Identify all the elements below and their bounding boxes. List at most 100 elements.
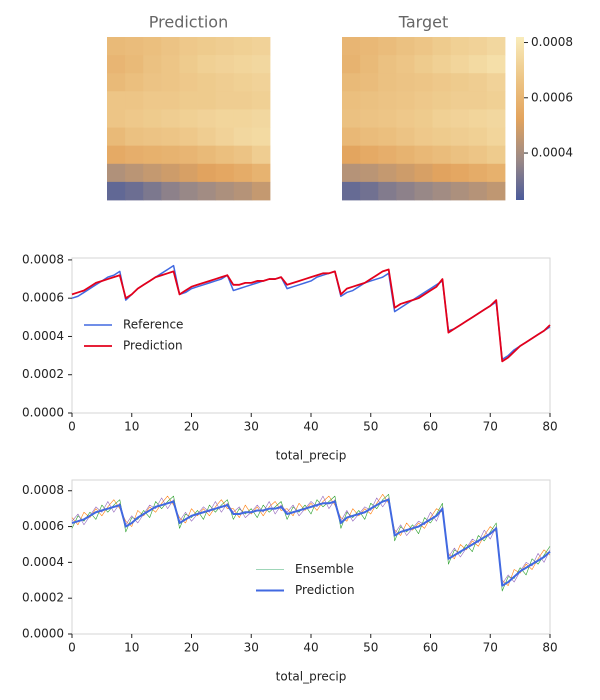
heatmap-cell	[179, 73, 198, 92]
heatmap-cell	[450, 55, 470, 74]
heatmap-cell	[233, 127, 253, 147]
heatmap-cell	[179, 37, 198, 56]
heatmap-cell	[486, 73, 506, 92]
heatmap-cell	[342, 91, 361, 110]
heatmap-cell	[107, 145, 126, 165]
heatmap-cell	[360, 181, 379, 201]
heatmap-cell	[251, 91, 271, 110]
heatmap-cell	[107, 37, 126, 56]
heatmap-cell	[486, 109, 506, 128]
heatmap-cell	[251, 127, 271, 147]
heatmap-cell	[378, 91, 397, 110]
heatmap-title: Prediction	[149, 13, 228, 32]
heatmap-cell	[143, 37, 162, 56]
heatmap-cell	[215, 37, 235, 56]
heatmap-cell	[125, 145, 144, 165]
x-tick-label: 80	[542, 641, 557, 655]
series-line	[71, 268, 551, 363]
heatmap-cell	[143, 73, 162, 92]
y-tick-label: 0.0004	[22, 555, 64, 569]
heatmap-cell	[342, 181, 361, 201]
heatmap-cell	[107, 73, 126, 92]
heatmap-cell	[342, 109, 361, 128]
y-tick-label: 0.0004	[22, 329, 64, 343]
x-tick-label: 50	[363, 420, 378, 434]
heatmap-cell	[143, 109, 162, 128]
heatmap-cell	[450, 109, 470, 128]
heatmap-cell	[215, 55, 235, 74]
heatmap-cell	[414, 163, 433, 183]
heatmap-cell	[251, 145, 271, 165]
x-tick-label: 0	[68, 420, 76, 434]
heatmap-cell	[360, 127, 379, 147]
x-tick-label: 50	[363, 641, 378, 655]
heatmap-cell	[179, 127, 198, 147]
heatmap-cell	[143, 55, 162, 74]
heatmap-cell	[125, 55, 144, 74]
heatmap-cell	[450, 181, 470, 201]
heatmap-cell	[432, 109, 452, 128]
heatmap-cell	[251, 109, 271, 128]
x-tick-label: 80	[542, 420, 557, 434]
heatmap-cell	[414, 109, 433, 128]
heatmap-cell	[251, 73, 271, 92]
heatmap-cell	[215, 181, 235, 201]
heatmap-cell	[450, 37, 470, 56]
x-tick-label: 10	[124, 641, 139, 655]
heatmap-cell	[342, 37, 361, 56]
y-tick-label: 0.0006	[22, 291, 64, 305]
heatmap-cell	[360, 37, 379, 56]
heatmap-cell	[143, 145, 162, 165]
heatmap-cell	[486, 37, 506, 56]
colorbar-tick-label: 0.0004	[531, 146, 573, 160]
legend-label: Prediction	[295, 583, 355, 597]
heatmap-cell	[396, 145, 415, 165]
heatmap-cell	[432, 163, 452, 183]
heatmap-cell	[396, 163, 415, 183]
heatmap-cell	[143, 163, 162, 183]
heatmap-cell	[378, 73, 397, 92]
heatmap-cell	[233, 181, 253, 201]
x-tick-label: 40	[303, 641, 318, 655]
heatmap-cell	[251, 163, 271, 183]
y-tick-label: 0.0000	[22, 406, 64, 420]
heatmap-cell	[468, 163, 488, 183]
heatmap-cell	[468, 73, 488, 92]
heatmap-cell	[233, 73, 253, 92]
heatmap-cell	[360, 55, 379, 74]
heatmap-cell	[432, 91, 452, 110]
heatmap-cell	[468, 91, 488, 110]
heatmap-cell	[378, 109, 397, 128]
x-tick-label: 70	[483, 420, 498, 434]
heatmap-cell	[414, 181, 433, 201]
heatmap-cell	[468, 145, 488, 165]
heatmap-cell	[414, 37, 433, 56]
heatmap-cell	[233, 55, 253, 74]
y-tick-label: 0.0000	[22, 627, 64, 641]
heatmap-cell	[378, 55, 397, 74]
heatmap-cell	[215, 127, 235, 147]
x-tick-label: 30	[244, 641, 259, 655]
heatmap-cell	[161, 37, 180, 56]
x-tick-label: 0	[68, 641, 76, 655]
heatmap-cell	[125, 73, 144, 92]
heatmap-cell	[197, 127, 217, 147]
heatmap-cell	[107, 55, 126, 74]
y-tick-label: 0.0008	[22, 252, 64, 266]
heatmap-cell	[251, 55, 271, 74]
heatmap-cell	[143, 181, 162, 201]
heatmap-cell	[197, 163, 217, 183]
heatmap-cell	[468, 181, 488, 201]
heatmap-cell	[233, 163, 253, 183]
heatmap-cell	[378, 163, 397, 183]
heatmap-cell	[432, 73, 452, 92]
heatmap-cell	[125, 127, 144, 147]
heatmap-cell	[251, 181, 271, 201]
heatmap-cell	[215, 73, 235, 92]
heatmap-cell	[125, 163, 144, 183]
heatmap-cell	[396, 73, 415, 92]
heatmap-cell	[450, 163, 470, 183]
heatmap-cell	[360, 73, 379, 92]
heatmap-cell	[414, 145, 433, 165]
